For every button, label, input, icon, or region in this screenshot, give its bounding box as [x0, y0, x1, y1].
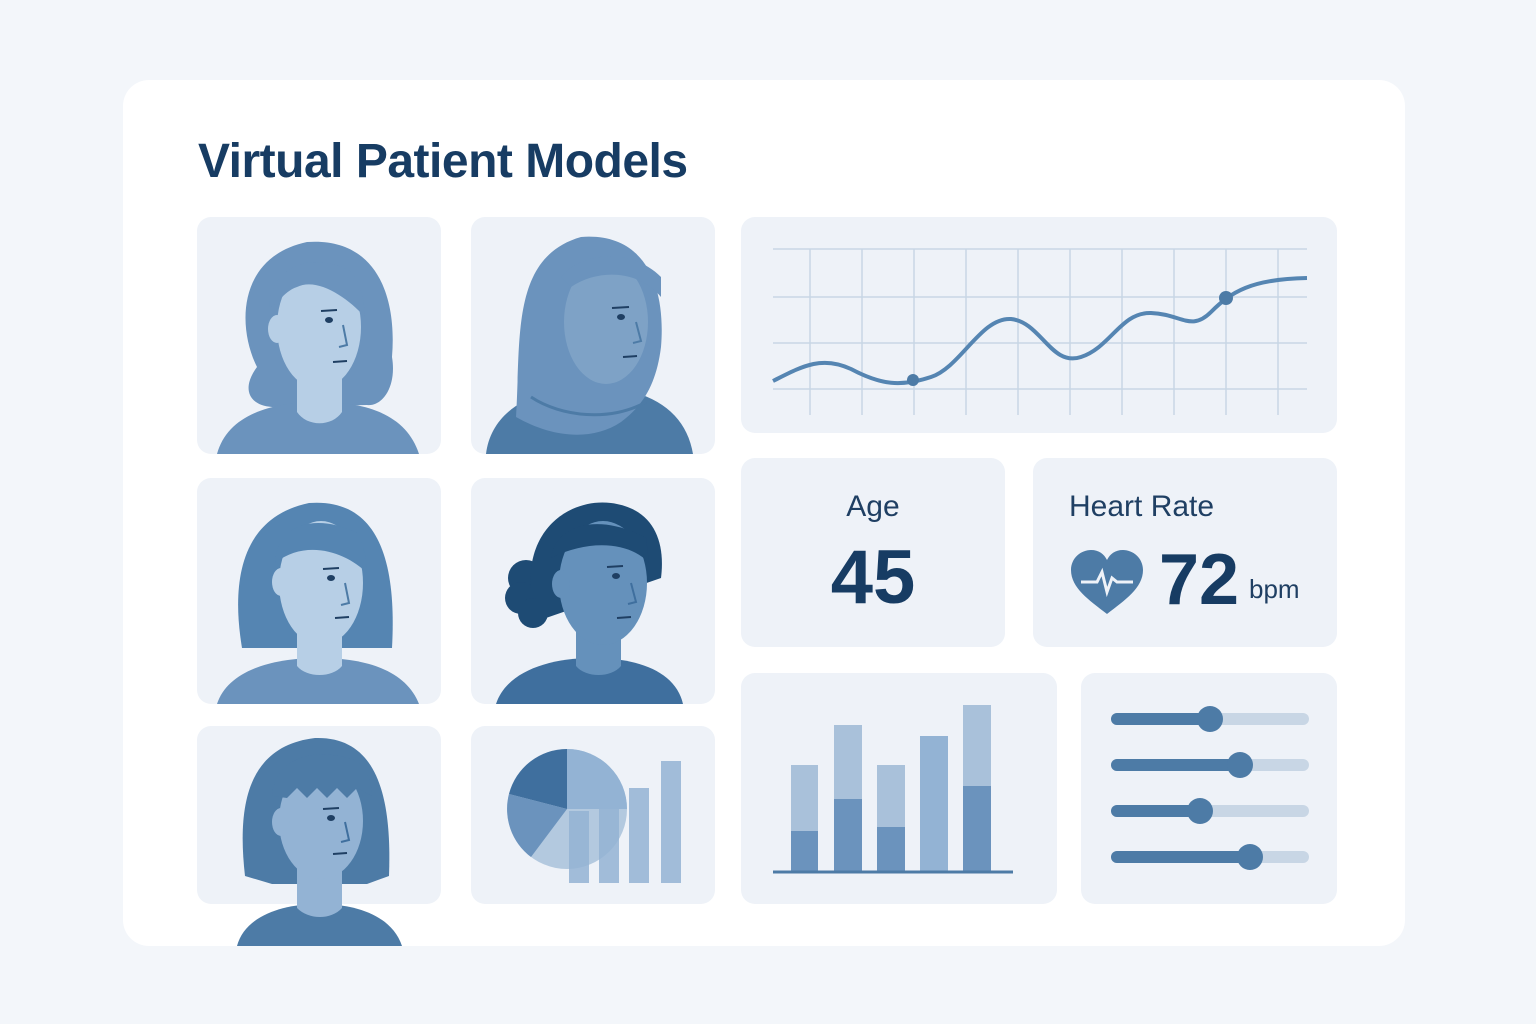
stacked-bar-chart — [773, 705, 1013, 874]
woman-avatar-icon — [217, 241, 419, 454]
slider-2[interactable] — [1111, 752, 1309, 778]
woman-curly-hair-avatar-icon — [496, 502, 683, 704]
slider-1-fill — [1111, 713, 1210, 725]
age-value: 45 — [830, 535, 916, 620]
slider-4-knob[interactable] — [1237, 844, 1263, 870]
bar-chart-card[interactable] — [741, 673, 1057, 904]
heart-pulse-icon — [1071, 550, 1143, 614]
analytics-thumbnail[interactable] — [471, 726, 715, 904]
woman-bangs-avatar-icon — [237, 737, 402, 946]
woman-headscarf-avatar-icon — [486, 236, 693, 454]
parameter-sliders-card — [1081, 673, 1337, 904]
patient-avatar-1[interactable] — [197, 217, 441, 454]
patient-avatar-4[interactable] — [471, 478, 715, 704]
patient-avatar-3[interactable] — [197, 478, 441, 704]
slider-3[interactable] — [1111, 798, 1309, 824]
slider-1[interactable] — [1111, 706, 1309, 732]
slider-2-knob[interactable] — [1227, 752, 1253, 778]
age-card: Age 45 — [741, 458, 1005, 647]
slider-4[interactable] — [1111, 844, 1309, 870]
slider-4-fill — [1111, 851, 1250, 863]
page-title: Virtual Patient Models — [198, 135, 688, 188]
heart-rate-unit: bpm — [1249, 574, 1300, 604]
pie-bar-chart-icon — [507, 749, 681, 883]
heart-rate-value: 72 — [1159, 540, 1240, 620]
vitals-line-chart[interactable] — [741, 217, 1337, 433]
heart-rate-card: Heart Rate 72 bpm — [1033, 458, 1337, 647]
slider-1-knob[interactable] — [1197, 706, 1223, 732]
slider-3-fill — [1111, 805, 1200, 817]
slider-3-knob[interactable] — [1187, 798, 1213, 824]
woman-avatar-icon — [217, 502, 419, 704]
line-chart — [772, 248, 1308, 415]
dashboard-card: Virtual Patient Models — [123, 80, 1405, 946]
slider-2-fill — [1111, 759, 1240, 771]
patient-avatar-5[interactable] — [197, 726, 441, 946]
heart-rate-label: Heart Rate — [1069, 490, 1215, 523]
age-label: Age — [846, 490, 900, 523]
patient-avatar-2[interactable] — [471, 217, 715, 454]
